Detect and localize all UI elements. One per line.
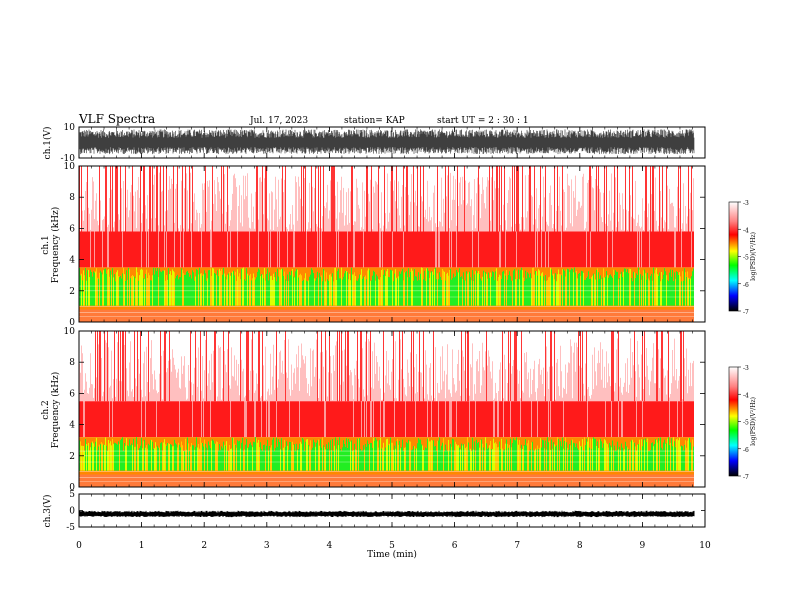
ch1-waveform-trace: [79, 129, 695, 155]
date-label: Jul. 17, 2023: [249, 116, 308, 126]
start-time-label: start UT = 2 : 30 : 1: [437, 116, 529, 126]
station-label: station= KAP: [344, 116, 405, 126]
ch1-spectrogram-layer: [79, 166, 695, 322]
figure-title: VLF Spectra: [78, 112, 155, 126]
ch1-waveform-layer: [79, 129, 695, 155]
ch2-spectrogram-layer: [79, 331, 695, 487]
